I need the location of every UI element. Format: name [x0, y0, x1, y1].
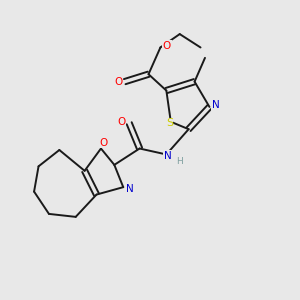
Text: N: N: [164, 151, 172, 161]
Text: S: S: [166, 118, 173, 128]
Text: O: O: [118, 117, 126, 127]
Text: O: O: [114, 76, 122, 87]
Text: H: H: [176, 158, 183, 166]
Text: O: O: [163, 41, 171, 51]
Text: O: O: [100, 138, 108, 148]
Text: N: N: [212, 100, 219, 110]
Text: N: N: [126, 184, 134, 194]
